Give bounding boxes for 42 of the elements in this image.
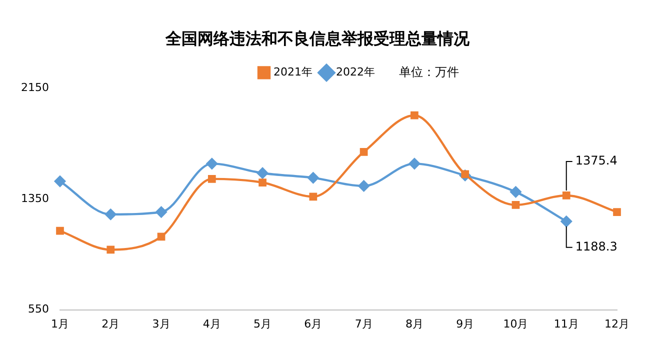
y-tick-label: 1350 — [20, 192, 49, 205]
point — [258, 178, 266, 186]
x-tick-label: 5月 — [254, 317, 272, 330]
point — [208, 174, 216, 183]
x-tick-label: 4月 — [202, 317, 221, 330]
x-tick-label: 8月 — [405, 317, 424, 330]
point — [410, 111, 418, 120]
point — [156, 206, 167, 218]
point — [256, 168, 268, 179]
x-tick-label: 12月 — [604, 317, 630, 330]
point — [512, 201, 520, 209]
point — [54, 176, 66, 187]
y-tick-label: 2150 — [20, 81, 49, 94]
point — [105, 208, 116, 220]
point — [408, 158, 420, 170]
x-tick-label: 6月 — [304, 317, 322, 330]
chart-title: 全国网络违法和不良信息举报受理总量情况 — [164, 28, 470, 48]
point — [510, 186, 522, 198]
y-tick-label: 550 — [28, 302, 49, 316]
x-tick-label: 2月 — [102, 317, 120, 330]
point — [206, 158, 218, 170]
x-tick-label: 10月 — [503, 317, 528, 330]
legend-label: 2022年 — [336, 66, 375, 79]
point — [56, 226, 64, 235]
point — [106, 246, 115, 254]
text: 单位：万件 — [398, 64, 459, 79]
point — [309, 192, 318, 201]
annotation: 1375.4 — [575, 154, 618, 168]
x-tick-label: 3月 — [152, 317, 170, 330]
x-tick-label: 9月 — [456, 317, 474, 330]
point — [308, 172, 319, 184]
x-tick-label: 7月 — [354, 317, 373, 330]
x-tick-label: 11月 — [554, 317, 579, 330]
annotation: 1188.3 — [575, 240, 618, 254]
point — [157, 232, 166, 241]
point — [613, 208, 621, 216]
legend-label: 2021年 — [274, 66, 313, 79]
point — [560, 216, 572, 227]
x-tick-label: 1月 — [50, 317, 69, 330]
point — [360, 148, 368, 156]
point — [562, 192, 570, 200]
point — [358, 180, 370, 192]
